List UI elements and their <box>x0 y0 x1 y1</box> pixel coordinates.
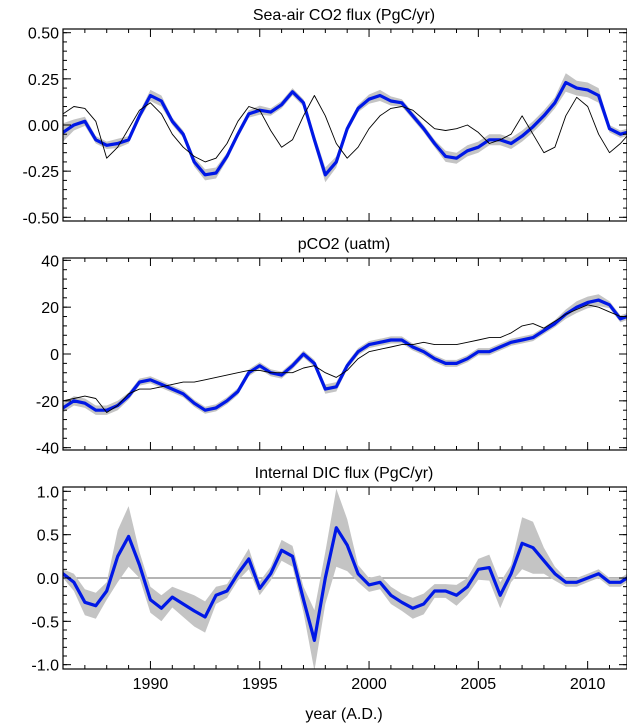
y-tick-label: 1.0 <box>37 484 59 501</box>
y-tick-label: 0.50 <box>28 26 59 43</box>
y-tick-label: 0.5 <box>37 528 59 545</box>
axes-frame <box>62 28 627 222</box>
y-tick-label: -40 <box>36 441 59 458</box>
uncertainty-band-0 <box>63 294 627 415</box>
y-tick-label: 0.0 <box>37 571 59 588</box>
uncertainty-band-0 <box>63 488 627 669</box>
y-tick-label: -20 <box>36 394 59 411</box>
y-tick-label: 0.00 <box>28 118 59 135</box>
panel-title: Internal DIC flux (PgC/yr) <box>255 465 434 482</box>
x-tick-label: 2000 <box>351 676 387 693</box>
plot-area <box>63 488 627 669</box>
x-tick-label: 1995 <box>242 676 278 693</box>
series-line-0 <box>63 526 627 643</box>
series-line-0 <box>63 80 627 177</box>
plot-area <box>63 294 627 415</box>
plot-area <box>63 73 627 183</box>
panel-sea-air-co2-flux: Sea-air CO2 flux (PgC/yr) -0.50 -0.25 0.00… <box>23 7 627 227</box>
y-tick-label: 40 <box>41 253 59 270</box>
y-tick-label: 0 <box>50 347 59 364</box>
panel-pco2: pCO2 (uatm) -40 -20 0 20 40 <box>36 236 627 458</box>
x-tick-label: 2005 <box>461 676 497 693</box>
series-line-1 <box>63 95 627 163</box>
y-tick-label: -0.50 <box>23 210 60 227</box>
x-tick-label: 1990 <box>133 676 169 693</box>
x-axis-label: year (A.D.) <box>305 706 382 723</box>
panel-title: Sea-air CO2 flux (PgC/yr) <box>253 7 435 24</box>
y-tick-label: -1.0 <box>31 658 59 675</box>
axes-frame <box>62 257 627 451</box>
x-tick-label: 2010 <box>570 676 606 693</box>
series-line-1 <box>63 304 627 413</box>
y-tick-label: 20 <box>41 300 59 317</box>
y-tick-label: -0.5 <box>31 614 59 631</box>
y-tick-label: -0.25 <box>23 164 60 181</box>
uncertainty-band-0 <box>63 73 627 183</box>
panel-internal-dic-flux: Internal DIC flux (PgC/yr) -1.0 -0.5 0.0 0.… <box>31 465 627 693</box>
series-line-0 <box>63 298 627 412</box>
y-tick-label: 0.25 <box>28 72 59 89</box>
panel-title: pCO2 (uatm) <box>298 236 390 253</box>
